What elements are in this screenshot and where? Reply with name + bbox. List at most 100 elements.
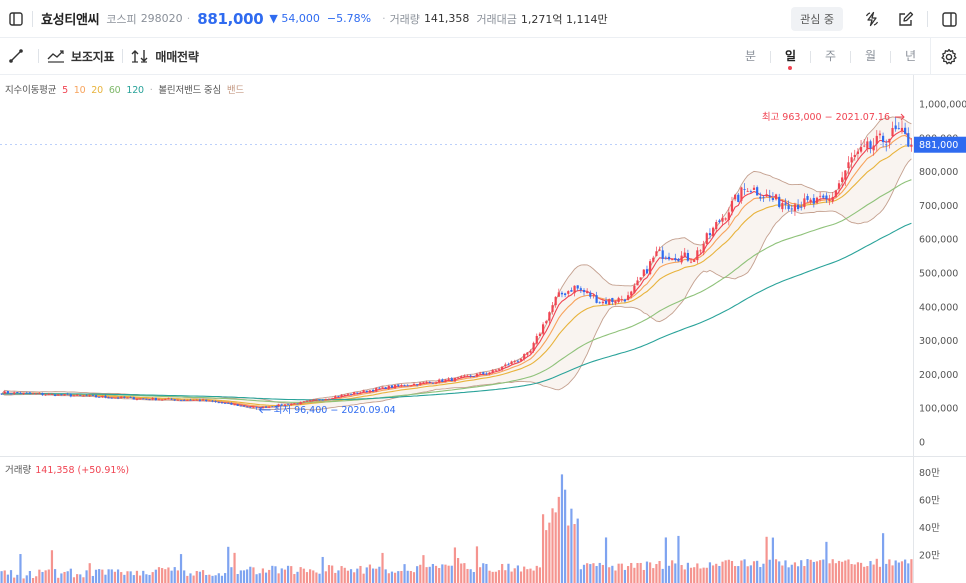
volume-bar bbox=[812, 561, 815, 583]
period-week[interactable]: 주 bbox=[824, 49, 837, 63]
candle-body bbox=[349, 394, 353, 396]
sidebar-toggle-button[interactable] bbox=[0, 0, 32, 38]
candle-body bbox=[806, 196, 809, 200]
candle-body bbox=[856, 151, 860, 154]
volume-bar bbox=[239, 570, 242, 583]
volume-bar bbox=[746, 566, 749, 583]
candle-body bbox=[734, 194, 737, 200]
volume-bar bbox=[485, 563, 488, 583]
volume-bar bbox=[702, 567, 705, 583]
candle-body bbox=[491, 370, 494, 373]
volume-bar bbox=[318, 573, 321, 583]
candle-body bbox=[438, 379, 441, 383]
volume-bar bbox=[850, 564, 853, 583]
candle-body bbox=[586, 291, 589, 294]
edit-button[interactable] bbox=[889, 0, 923, 38]
indicator-legend[interactable]: 지수이동평균 5 10 20 60 120 · 볼린저밴드 중심 밴드 bbox=[5, 82, 247, 96]
candle-body bbox=[538, 333, 542, 337]
volume-bar bbox=[214, 575, 217, 583]
volume-bar bbox=[494, 571, 497, 583]
candle-body bbox=[101, 396, 104, 398]
candle-body bbox=[513, 361, 516, 363]
toolbar-divider bbox=[38, 49, 39, 63]
volume-bar bbox=[154, 569, 157, 583]
candle-body bbox=[803, 198, 806, 208]
candle-body bbox=[41, 393, 44, 395]
candle-body bbox=[683, 252, 686, 257]
lightning-button[interactable] bbox=[855, 0, 889, 38]
volume-bar bbox=[768, 559, 771, 583]
volume-bar bbox=[516, 565, 519, 583]
volume-value: 141,358 bbox=[423, 12, 470, 25]
stock-name[interactable]: 효성티앤씨 bbox=[41, 13, 100, 28]
volume-bar bbox=[390, 571, 394, 583]
candle-body bbox=[881, 135, 885, 143]
period-minute[interactable]: 분 bbox=[744, 49, 757, 63]
volume-bar bbox=[658, 561, 661, 583]
candle-body bbox=[441, 379, 444, 382]
candle-body bbox=[891, 127, 894, 137]
favorite-button[interactable]: 관심 중 bbox=[791, 7, 843, 31]
volume-bar bbox=[891, 565, 894, 583]
volume-bar bbox=[727, 559, 730, 583]
ma-legend-60: 60 bbox=[108, 85, 121, 96]
candle-body bbox=[582, 290, 586, 293]
candle-body bbox=[850, 157, 853, 163]
volume-bar bbox=[353, 572, 356, 583]
volume-bar bbox=[101, 569, 104, 583]
chart-settings-button[interactable] bbox=[930, 38, 966, 75]
candle-body bbox=[403, 385, 406, 387]
price-axis-tick: 600,000 bbox=[919, 235, 958, 246]
candle-body bbox=[796, 204, 800, 210]
candle-body bbox=[516, 360, 519, 362]
candle-body bbox=[592, 295, 595, 297]
candle-body bbox=[601, 301, 604, 304]
candle-body bbox=[617, 297, 620, 303]
candle-body bbox=[82, 395, 85, 397]
candle-body bbox=[431, 382, 434, 384]
candle-body bbox=[321, 399, 324, 401]
volume-bar bbox=[589, 564, 592, 583]
candle-body bbox=[658, 249, 661, 251]
candle-body bbox=[479, 372, 482, 374]
candle-body bbox=[847, 162, 850, 169]
volume-bar bbox=[22, 578, 25, 583]
candle-body bbox=[532, 342, 535, 351]
volume-bar bbox=[526, 569, 529, 583]
volume-bar bbox=[636, 563, 639, 583]
candle-body bbox=[878, 133, 882, 136]
volume-bar bbox=[321, 556, 324, 583]
candle-body bbox=[771, 198, 775, 200]
volume-bar bbox=[431, 563, 434, 583]
period-year[interactable]: 년 bbox=[904, 49, 917, 63]
volume-bar bbox=[205, 575, 208, 583]
volume-bar bbox=[705, 567, 708, 583]
price-chart[interactable]: 1,000,000900,000800,000700,000600,000500… bbox=[0, 75, 966, 583]
candle-body bbox=[897, 128, 900, 129]
candle-body bbox=[784, 203, 787, 205]
volume-bar bbox=[831, 559, 834, 583]
volume-bar bbox=[13, 577, 16, 583]
period-day[interactable]: 일 bbox=[771, 38, 810, 75]
indicator-button[interactable]: 보조지표 bbox=[39, 38, 122, 75]
candle-body bbox=[535, 335, 538, 344]
period-month[interactable]: 월 bbox=[864, 49, 877, 63]
volume-legend[interactable]: 거래량 141,358 (+50.91%) bbox=[5, 462, 129, 476]
draw-tool-button[interactable] bbox=[0, 38, 38, 75]
volume-bar bbox=[428, 566, 431, 583]
strategy-button[interactable]: 매매전략 bbox=[123, 38, 206, 75]
layout-panel-button[interactable] bbox=[932, 0, 966, 38]
market-name: 코스피 bbox=[106, 12, 137, 26]
candle-body bbox=[176, 399, 179, 401]
volume-bar bbox=[815, 561, 819, 583]
candle-body bbox=[841, 177, 844, 183]
volume-bar bbox=[614, 570, 617, 583]
volume-bar bbox=[223, 573, 227, 583]
candle-body bbox=[50, 394, 54, 395]
candle-body bbox=[129, 397, 132, 398]
candle-body bbox=[689, 261, 693, 263]
volume-bar bbox=[72, 577, 76, 583]
candle-body bbox=[416, 384, 419, 386]
candle-body bbox=[466, 375, 469, 377]
volume-bar bbox=[217, 573, 220, 583]
